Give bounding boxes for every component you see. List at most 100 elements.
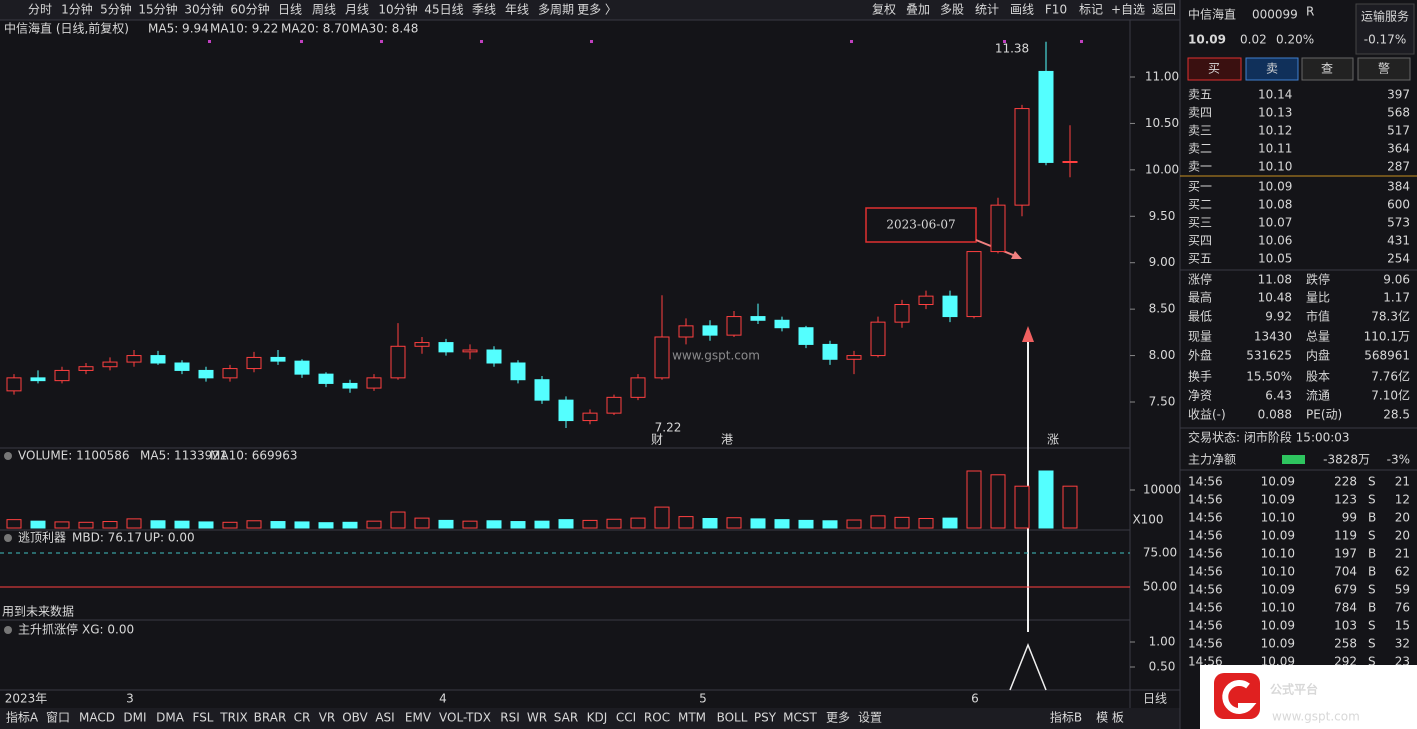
candle-body — [102, 361, 118, 368]
period-tab[interactable]: 45日线 — [424, 3, 463, 17]
indicator-tab[interactable]: OBV — [342, 711, 368, 725]
indicator-tab[interactable]: ASI — [375, 711, 394, 725]
period-tab[interactable]: 更多 〉 — [577, 3, 617, 17]
indicator-tab[interactable]: MTM — [678, 711, 706, 725]
indicator-tab[interactable]: WR — [527, 711, 547, 725]
period-tab[interactable]: 30分钟 — [184, 2, 223, 17]
indicator-tab[interactable]: VOL-TDX — [439, 711, 491, 725]
tool-button[interactable]: 返回 — [1152, 3, 1176, 17]
indicator-tab[interactable]: ROC — [644, 711, 670, 725]
candle-body — [726, 316, 742, 336]
indicator-tab[interactable]: MCST — [783, 711, 817, 725]
trade-price: 10.09 — [1261, 493, 1295, 507]
sector-box[interactable] — [1355, 3, 1415, 55]
period-tab[interactable]: 日线 — [278, 3, 302, 17]
indicator-tab[interactable]: MACD — [79, 711, 115, 725]
alert-button[interactable] — [1357, 57, 1411, 81]
candle-body — [966, 251, 982, 318]
indicator-tab[interactable]: DMI — [123, 711, 146, 725]
tool-button[interactable]: 复权 — [872, 3, 896, 17]
indicator-tab[interactable]: 窗口 — [46, 711, 70, 725]
indicator-tab[interactable]: 设置 — [858, 711, 882, 725]
period-tab[interactable]: 季线 — [472, 3, 496, 17]
candle-body — [30, 377, 46, 382]
indicator-tab[interactable]: SAR — [554, 711, 578, 725]
volume-bar — [702, 518, 718, 529]
indicator-tab[interactable]: FSL — [193, 711, 214, 725]
trade-button-label[interactable]: 警 — [1378, 61, 1390, 76]
trade-volume: 123 — [1334, 493, 1357, 507]
indicator-tab[interactable]: CR — [294, 711, 311, 725]
tool-button[interactable]: 统计 — [975, 3, 999, 17]
period-tab[interactable]: 10分钟 — [378, 2, 417, 17]
period-tab[interactable]: 周线 — [312, 3, 336, 17]
sell-button[interactable] — [1245, 57, 1299, 81]
indicator-tab[interactable]: 更多 — [826, 711, 850, 725]
tool-button[interactable]: 多股 — [940, 3, 964, 17]
period-tab[interactable]: 分时 — [28, 3, 52, 17]
trade-time: 14:56 — [1188, 493, 1223, 507]
period-tab[interactable]: 1分钟 — [61, 2, 93, 17]
last-price: 10.09 — [1188, 33, 1226, 47]
book-label: 买五 — [1188, 252, 1212, 266]
indicator-tab[interactable]: VR — [319, 711, 336, 725]
flow-bar — [1282, 455, 1305, 464]
sector-name: 运输服务 — [1361, 9, 1409, 24]
period-tab[interactable]: 月线 — [345, 3, 369, 17]
indicator-tab[interactable]: 指标B — [1050, 710, 1082, 725]
indicator-tab[interactable]: BOLL — [717, 711, 748, 725]
stat-label: 涨停 — [1188, 272, 1212, 287]
book-volume: 568 — [1387, 106, 1410, 120]
indicator-tab[interactable]: TRIX — [219, 711, 247, 725]
volume-bar — [198, 521, 214, 529]
stat-label: 最高 — [1188, 290, 1212, 305]
indicator-tab[interactable]: EMV — [405, 711, 432, 725]
stat-value: 1.17 — [1383, 291, 1410, 305]
logo-glyph — [1222, 679, 1257, 714]
volume-bar — [630, 517, 646, 529]
stat-value: 28.5 — [1383, 408, 1410, 422]
volume-bar — [918, 518, 934, 529]
trade-button-label[interactable]: 卖 — [1266, 62, 1278, 76]
indicator-tab[interactable]: DMA — [156, 711, 185, 725]
candle-body — [1062, 160, 1078, 163]
period-tab[interactable]: 15分钟 — [138, 2, 177, 17]
volume-bar — [390, 511, 406, 529]
query-button[interactable] — [1301, 57, 1354, 81]
trade-volume: 197 — [1334, 547, 1357, 561]
indicator-tab[interactable]: BRAR — [254, 711, 287, 725]
tool-button[interactable]: 画线 — [1010, 3, 1034, 17]
trade-button-label[interactable]: 查 — [1321, 62, 1333, 76]
volume-bar — [438, 519, 454, 529]
xg-label: 1.00 — [1149, 635, 1176, 649]
stat-value: 11.08 — [1258, 273, 1292, 287]
panel-icon — [4, 626, 12, 634]
stat-value: 6.43 — [1265, 389, 1292, 403]
candle-body — [870, 321, 886, 357]
indicator-tab[interactable]: RSI — [500, 711, 520, 725]
volume-bar — [750, 518, 766, 529]
indicator-tab[interactable]: KDJ — [587, 711, 608, 725]
indicator-tab[interactable]: CCI — [616, 711, 636, 725]
candle-body — [78, 366, 94, 371]
volume-bar — [1038, 470, 1054, 529]
period-tab[interactable]: 年线 — [505, 3, 529, 17]
tool-button[interactable]: +自选 — [1111, 3, 1145, 17]
stat-value: 531625 — [1246, 349, 1292, 363]
indicator-tab[interactable]: 模 板 — [1096, 711, 1124, 725]
candle-body — [126, 355, 142, 363]
tool-button[interactable]: F10 — [1045, 3, 1067, 17]
period-tab[interactable]: 5分钟 — [100, 2, 132, 17]
trade-count: 32 — [1395, 637, 1410, 651]
indicator-tab[interactable]: PSY — [754, 711, 777, 725]
trade-button-label[interactable]: 买 — [1208, 62, 1220, 76]
candle-body — [366, 377, 382, 389]
trade-price: 10.09 — [1261, 583, 1295, 597]
period-tab[interactable]: 多周期 — [538, 3, 574, 17]
stat-label: 换手 — [1188, 370, 1212, 384]
period-tab[interactable]: 60分钟 — [230, 2, 269, 17]
tool-button[interactable]: 标记 — [1079, 3, 1103, 17]
indicator-tab[interactable]: 指标A — [6, 710, 39, 725]
tool-button[interactable]: 叠加 — [906, 3, 930, 17]
buy-button[interactable] — [1187, 57, 1242, 81]
